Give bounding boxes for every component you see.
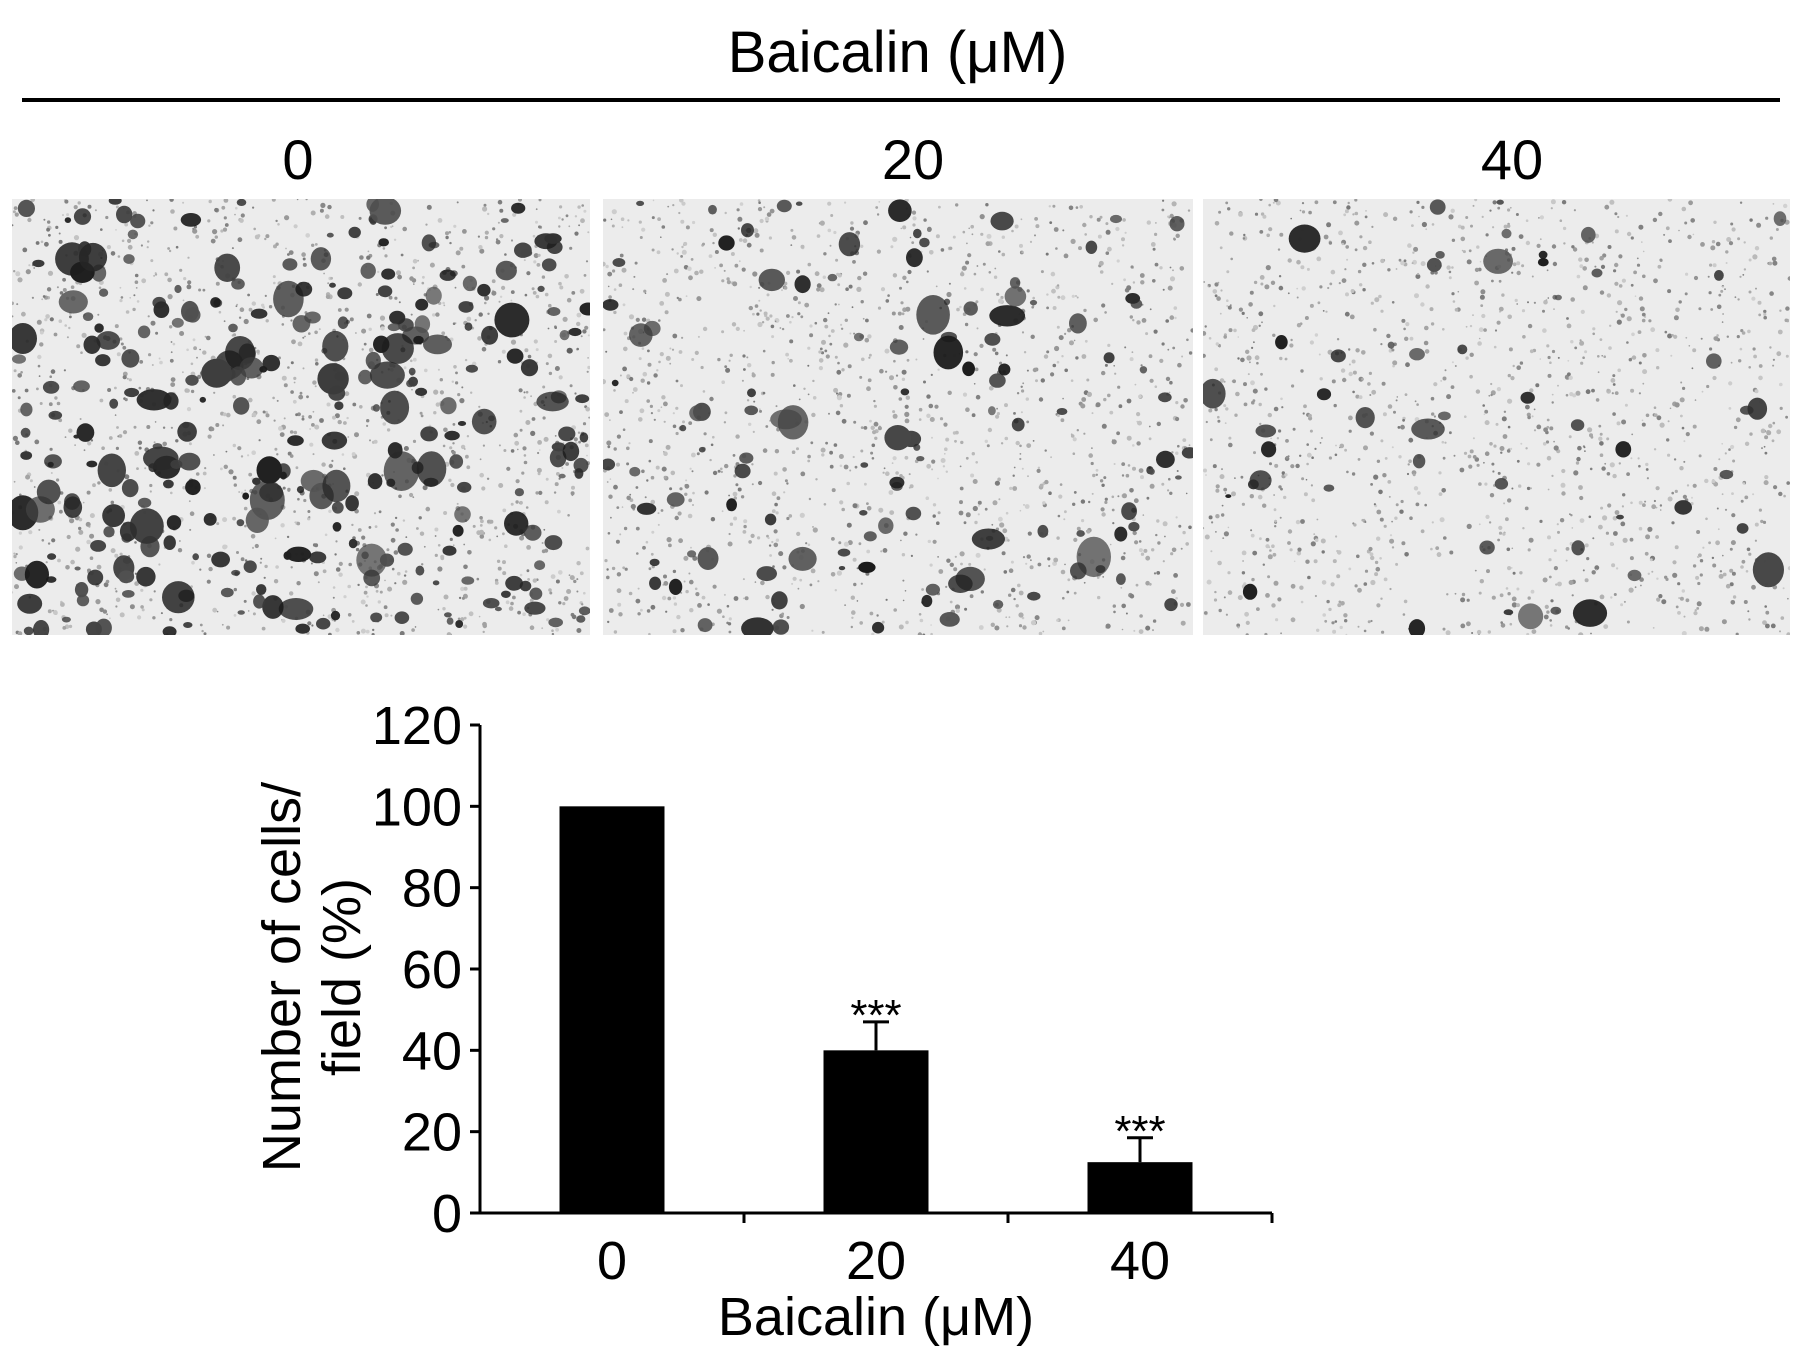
micrograph-texture — [12, 199, 590, 635]
micrograph-texture — [603, 199, 1193, 635]
micrograph-panel-40 — [1203, 199, 1790, 635]
significance-marker-20: *** — [850, 991, 901, 1040]
x-tick-label-20: 20 — [846, 1231, 906, 1291]
x-tick-label-40: 40 — [1110, 1231, 1170, 1291]
x-tick-label-0: 0 — [597, 1231, 627, 1291]
y-axis-title-line: field (%) — [312, 878, 372, 1076]
micrograph-panel-20 — [603, 199, 1193, 635]
panel-label-0: 0 — [282, 128, 314, 191]
panel-label-20: 20 — [881, 128, 945, 191]
y-tick-label: 100 — [372, 777, 462, 837]
micrograph-image-0 — [12, 199, 590, 635]
x-axis-title: Baicalin (μM) — [718, 1287, 1034, 1347]
y-axis-title: Number of cells/field (%) — [252, 782, 372, 1172]
y-tick-label: 120 — [372, 696, 462, 756]
micrograph-image-20 — [603, 199, 1193, 635]
bar-20 — [823, 1050, 929, 1213]
micrograph-panel-0 — [12, 199, 590, 635]
y-tick-label: 80 — [402, 859, 462, 919]
bar-0 — [559, 806, 665, 1213]
y-tick-label: 20 — [402, 1103, 462, 1163]
y-tick-label: 60 — [402, 940, 462, 1000]
panel-label-40: 40 — [1480, 128, 1544, 191]
y-tick-label: 40 — [402, 1021, 462, 1081]
y-axis-title-line: Number of cells/ — [252, 782, 312, 1172]
y-tick-label: 0 — [432, 1184, 462, 1244]
micrograph-image-40 — [1203, 199, 1790, 635]
significance-marker-40: *** — [1114, 1107, 1165, 1156]
figure-header-title: Baicalin (μM) — [727, 20, 1068, 85]
micrograph-texture — [1203, 199, 1790, 635]
bar-40 — [1087, 1162, 1193, 1213]
bar-chart: 0 20 40 60 80 100 120 0 *** 20 *** 40 Baicalin (μM) N… — [252, 696, 1274, 1347]
header-rule — [22, 98, 1780, 102]
